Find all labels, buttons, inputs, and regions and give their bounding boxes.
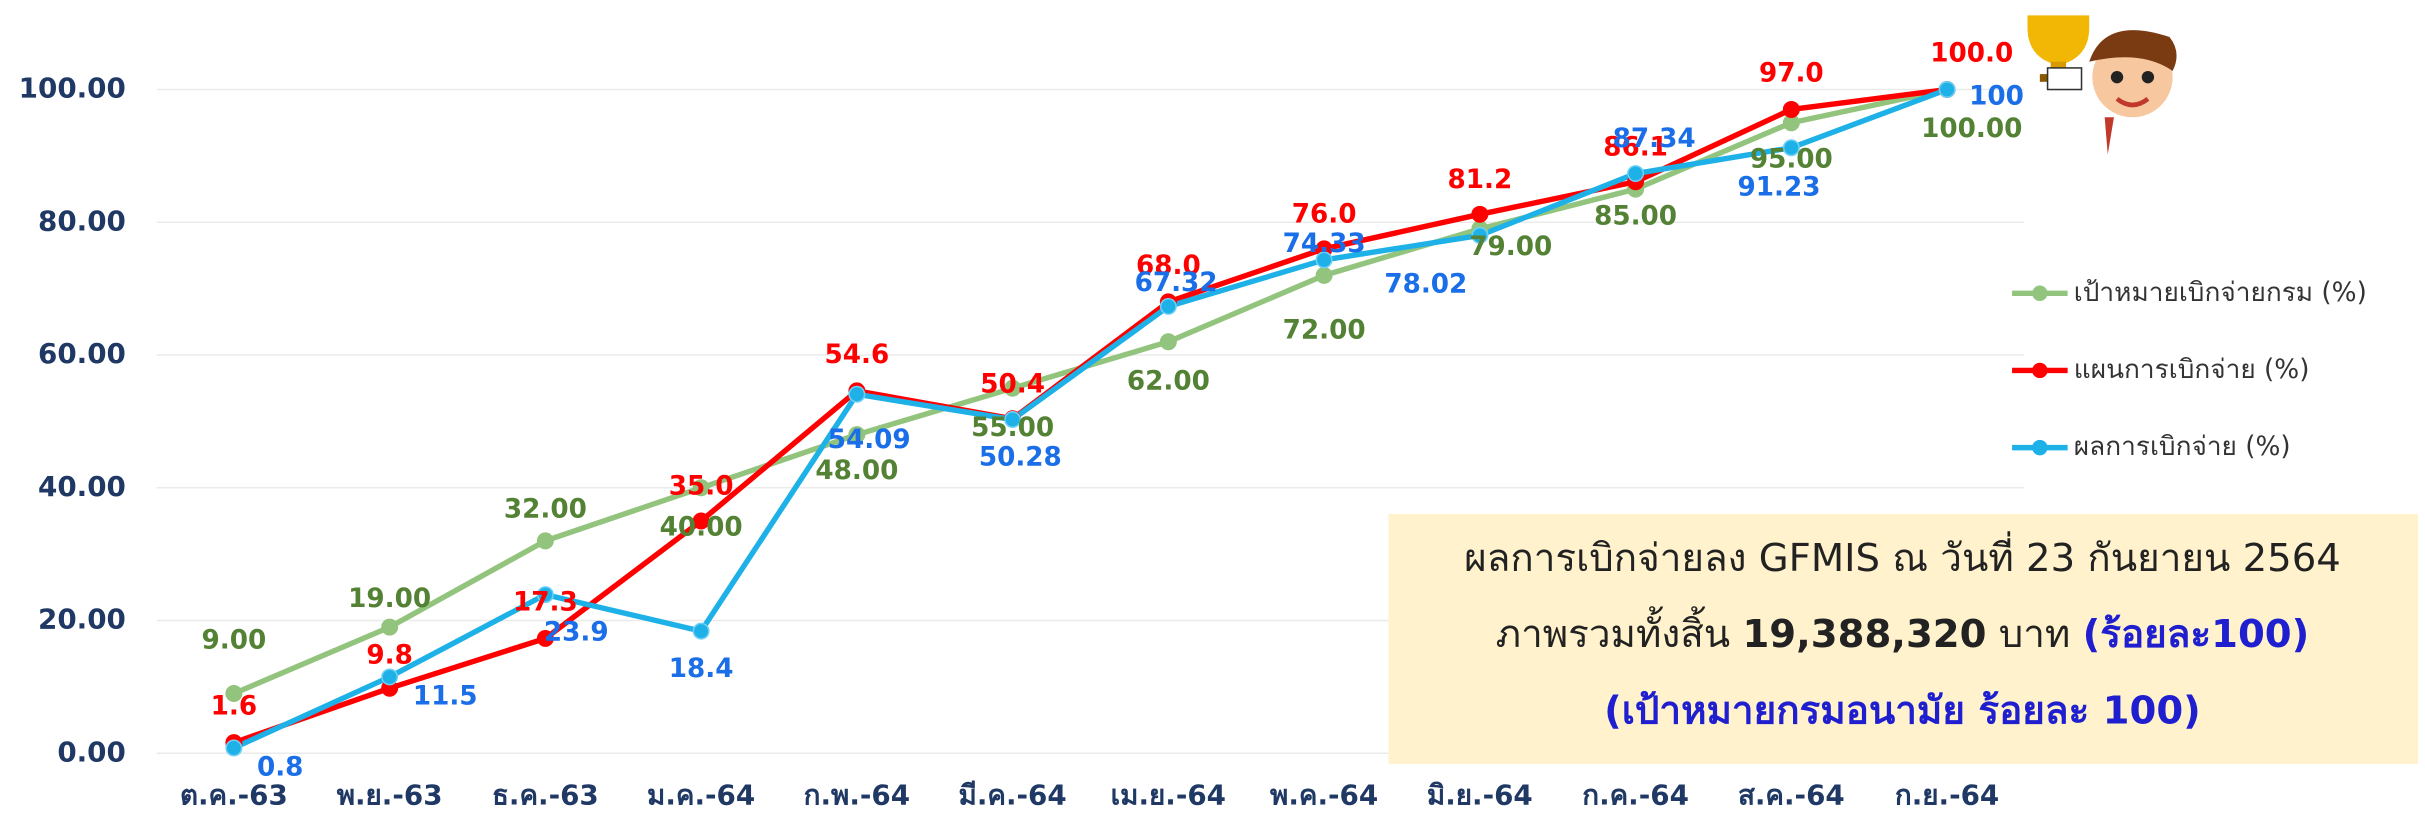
y-tick-label: 100.00 (19, 72, 126, 105)
data-label: 97.0 (1759, 58, 1824, 88)
data-label: 35.0 (669, 471, 734, 501)
data-label: 1.6 (211, 692, 257, 722)
data-label: 48.00 (815, 456, 898, 486)
data-point (226, 740, 241, 755)
legend-label: แผนการเบิกจ่าย (%) (2074, 355, 2310, 385)
data-label: 85.00 (1594, 201, 1677, 231)
data-point (1939, 82, 1954, 97)
page: {"chart_data":{"type":"line", "categorie… (0, 0, 2425, 815)
data-label: 91.23 (1737, 172, 1820, 202)
data-label: 95.00 (1750, 144, 1833, 174)
x-tick-label: ก.ค.-64 (1582, 778, 1689, 811)
data-label: 87.34 (1613, 124, 1696, 154)
legend-marker (2032, 440, 2047, 455)
y-tick-label: 0.00 (57, 735, 126, 768)
x-tick-label: มี.ค.-64 (959, 778, 1067, 811)
data-point (538, 533, 553, 548)
legend-marker (2032, 286, 2047, 301)
x-tick-label: เม.ย.-64 (1111, 778, 1226, 811)
data-point (1472, 207, 1487, 222)
info-percent: (ร้อยละ100) (2083, 611, 2310, 656)
data-label: 67.32 (1135, 268, 1218, 298)
data-point (382, 669, 397, 684)
data-label: 79.00 (1469, 232, 1552, 262)
data-label: 9.00 (202, 626, 267, 656)
data-label: 100.0 (1930, 39, 2013, 69)
trophy-icon (2028, 15, 2177, 154)
data-label: 55.00 (971, 413, 1054, 443)
data-label: 74.33 (1283, 229, 1366, 259)
data-label: 100.00 (1921, 114, 2022, 144)
data-point (1784, 102, 1799, 117)
data-label: 17.3 (513, 587, 578, 617)
x-tick-label: ก.พ.-64 (804, 778, 910, 811)
data-label: 23.9 (544, 618, 609, 648)
info-line: ภาพรวมทั้งสิ้น 19,388,320 บาท (ร้อยละ100… (1496, 605, 2310, 656)
info-line: (เป้าหมายกรมอนามัย ร้อยละ 100) (1604, 689, 2201, 734)
x-tick-label: ส.ค.-64 (1738, 778, 1845, 811)
y-tick-label: 40.00 (38, 470, 126, 503)
info-text: บาท (1987, 611, 2083, 656)
data-label: 62.00 (1127, 366, 1210, 396)
data-point (693, 623, 708, 638)
data-label: 78.02 (1384, 269, 1467, 299)
data-label: 76.0 (1292, 199, 1357, 229)
x-tick-label: ก.ย.-64 (1895, 778, 1999, 811)
x-tick-label: ธ.ค.-63 (492, 778, 599, 811)
data-point (849, 387, 864, 402)
data-label: 50.4 (980, 369, 1045, 399)
data-point (1161, 299, 1176, 314)
legend-label: ผลการเบิกจ่าย (%) (2074, 432, 2291, 462)
data-label: 100 (1969, 82, 2024, 112)
chart: ผลการเบิกจ่ายลง GFMIS ณ วันที่ 23 กันยาย… (0, 0, 2425, 815)
data-label: 32.00 (504, 494, 587, 524)
x-tick-label: ต.ค.-63 (180, 778, 288, 811)
data-point (1161, 334, 1176, 349)
y-tick-label: 60.00 (38, 337, 126, 370)
data-label: 54.6 (824, 340, 889, 370)
info-line: ผลการเบิกจ่ายลง GFMIS ณ วันที่ 23 กันยาย… (1464, 531, 2341, 581)
y-tick-label: 80.00 (38, 204, 126, 237)
data-label: 54.09 (828, 425, 911, 455)
data-label: 81.2 (1447, 165, 1512, 195)
data-label: 19.00 (348, 584, 431, 614)
info-text: ภาพรวมทั้งสิ้น (1496, 605, 1743, 656)
data-label: 18.4 (669, 654, 734, 684)
y-tick-label: 20.00 (38, 603, 126, 636)
data-point (1628, 166, 1643, 181)
info-amount: 19,388,320 (1742, 611, 1986, 656)
data-label: 9.8 (366, 640, 412, 670)
x-tick-label: พ.ค.-64 (1270, 778, 1378, 811)
legend-marker (2032, 363, 2047, 378)
legend-label: เป้าหมายเบิกจ่ายกรม (%) (2074, 278, 2367, 308)
x-tick-label: มิ.ย.-64 (1427, 778, 1533, 811)
data-label: 72.00 (1283, 315, 1366, 345)
data-point (382, 619, 397, 634)
data-label: 40.00 (660, 512, 743, 542)
data-label: 11.5 (413, 681, 478, 711)
x-tick-label: พ.ย.-63 (337, 778, 443, 811)
x-tick-label: ม.ค.-64 (647, 778, 755, 811)
data-label: 50.28 (979, 443, 1062, 473)
data-point (1316, 268, 1331, 283)
